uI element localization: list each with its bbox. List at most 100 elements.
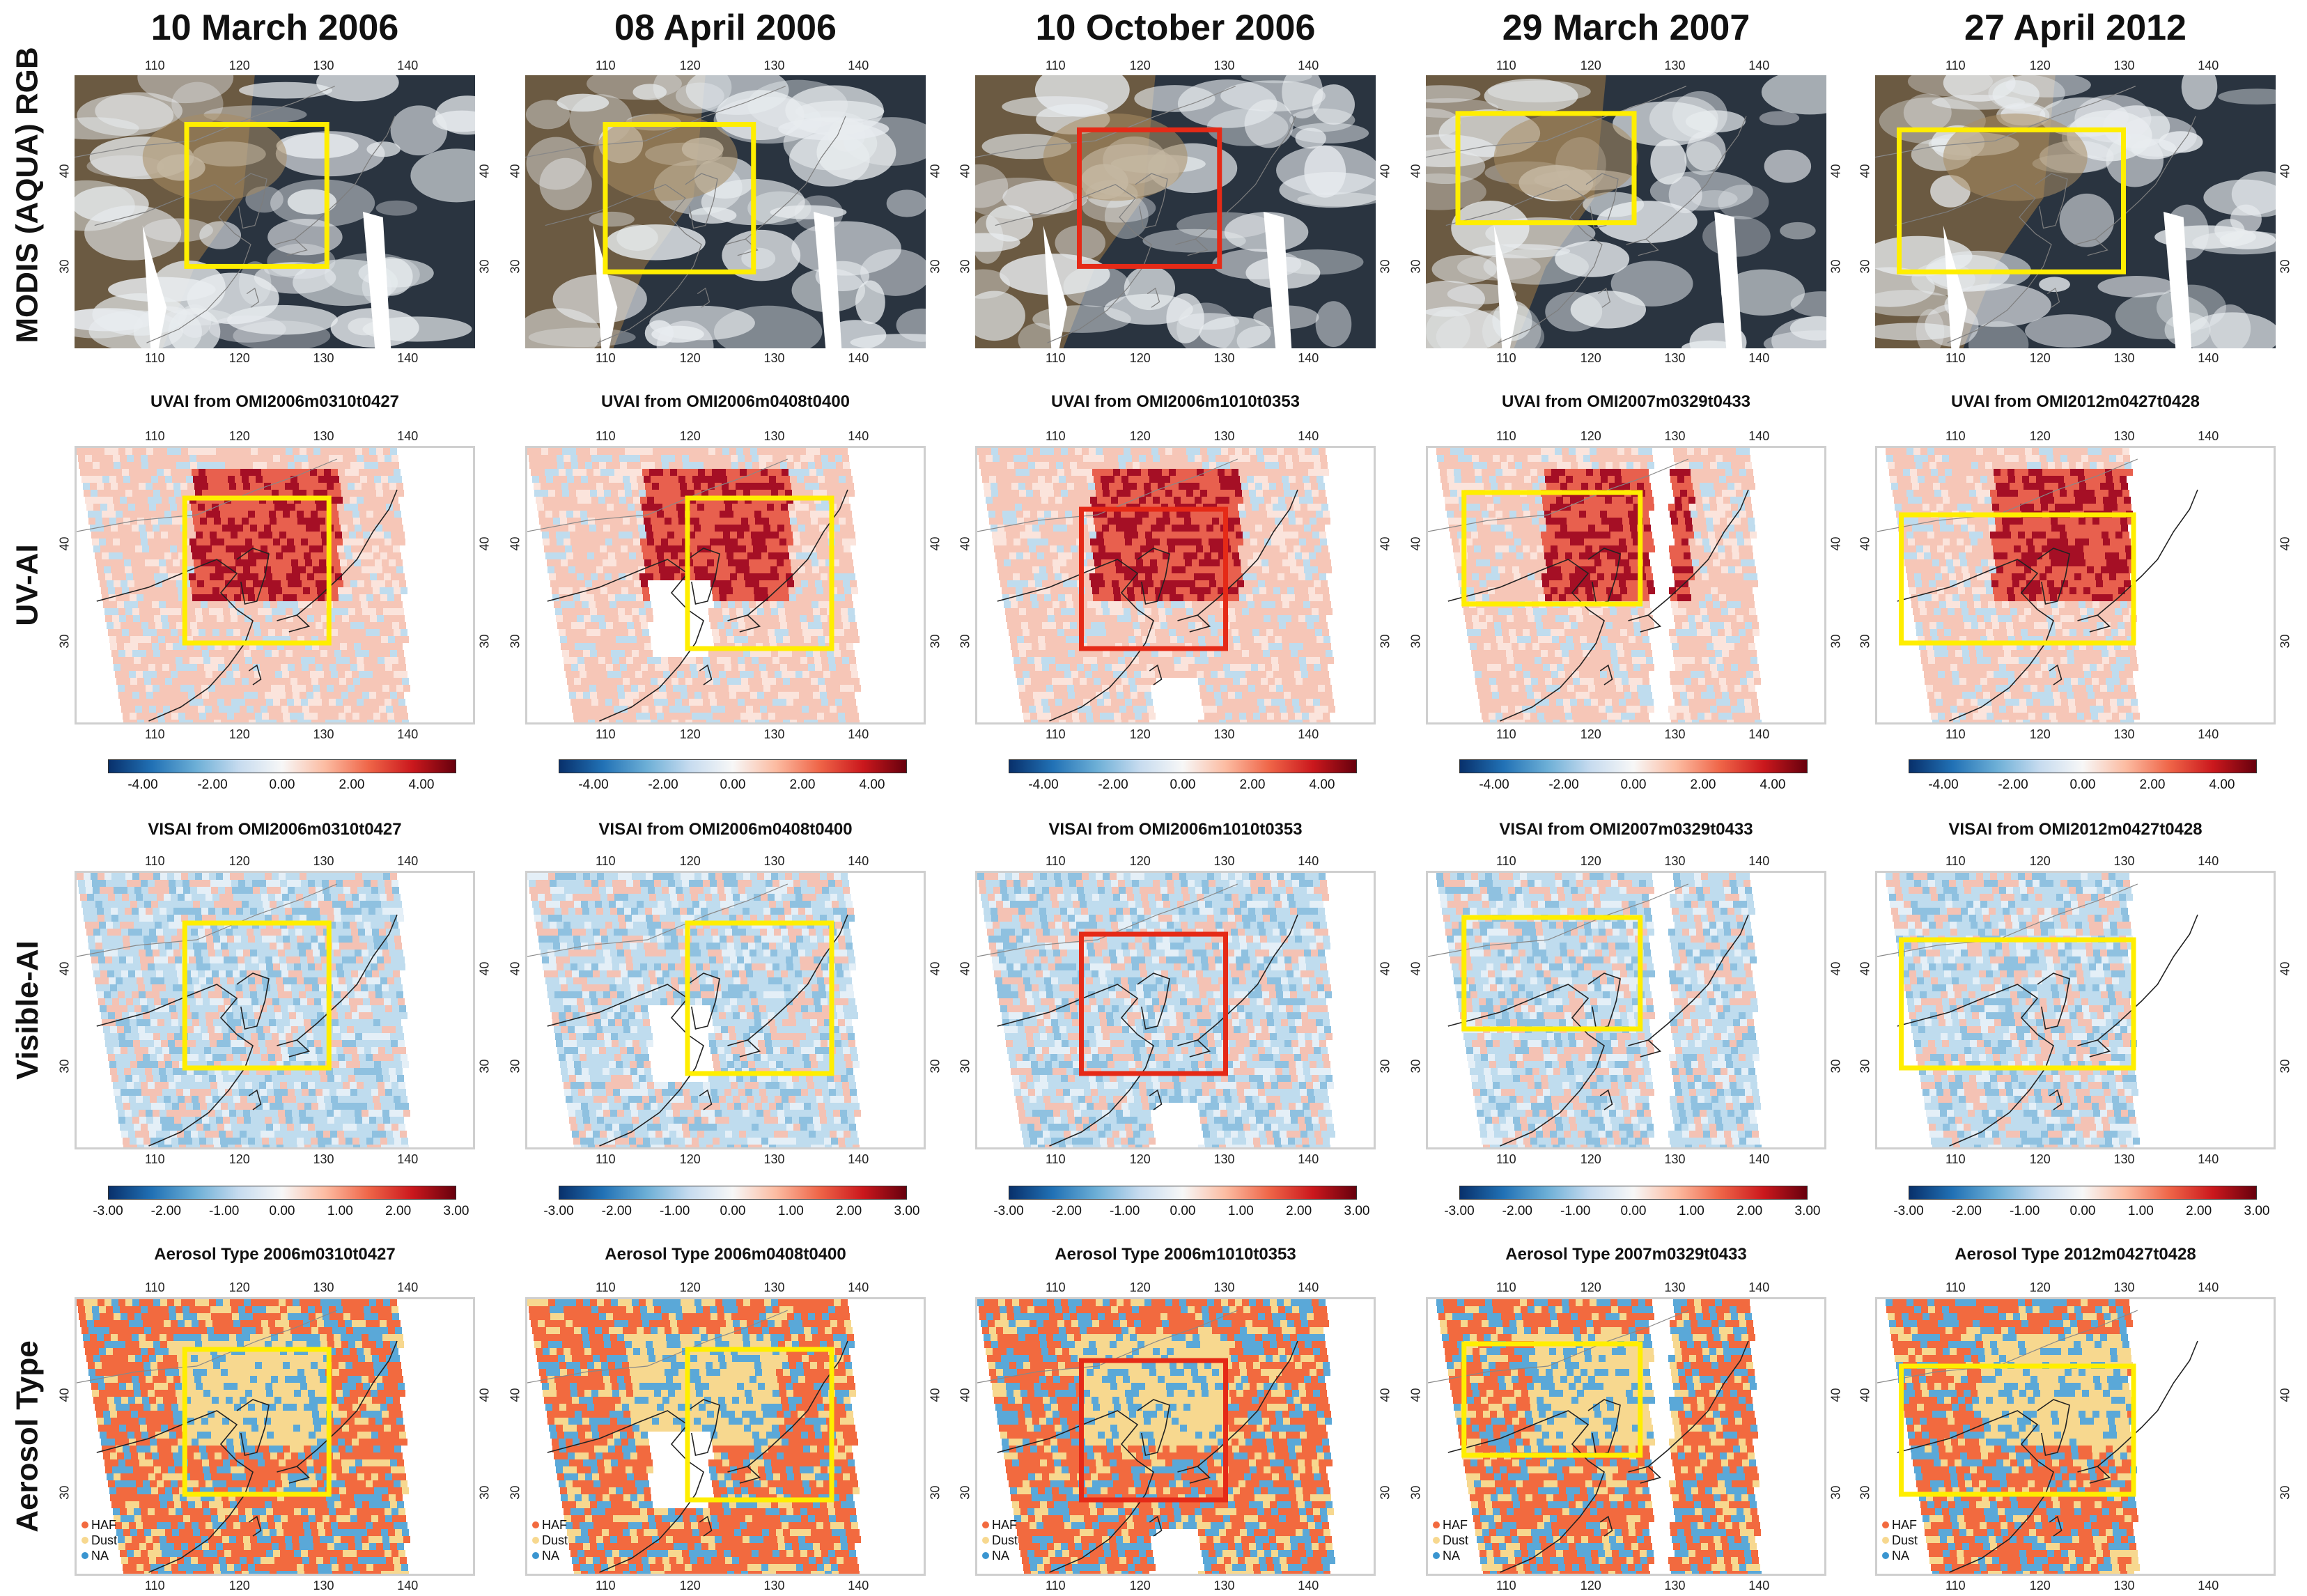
data-cell	[642, 706, 648, 713]
data-cell	[136, 629, 143, 636]
data-cell	[997, 525, 1004, 532]
data-cell	[726, 587, 733, 594]
data-cell	[1236, 539, 1243, 545]
data-cell	[366, 511, 373, 518]
data-cell	[741, 678, 748, 685]
data-cell	[745, 455, 752, 462]
data-cell	[648, 545, 655, 552]
data-cell	[194, 483, 201, 490]
data-cell	[635, 587, 642, 594]
data-cell	[1250, 573, 1257, 580]
data-cell	[740, 713, 747, 720]
cloud	[267, 219, 343, 256]
data-cell	[720, 594, 727, 601]
data-cell	[1299, 539, 1306, 545]
data-cell	[102, 476, 109, 483]
cloud	[2184, 312, 2276, 348]
data-cell	[809, 671, 816, 678]
data-cell	[178, 629, 185, 636]
data-cell	[590, 608, 597, 615]
cloud	[1244, 99, 1294, 148]
data-cell	[717, 657, 724, 664]
data-cell	[792, 490, 799, 497]
data-cell	[323, 580, 329, 587]
data-cell	[126, 573, 133, 580]
lon-tick-label: 130	[313, 727, 334, 742]
data-cell	[596, 643, 603, 650]
data-cell	[1174, 455, 1181, 462]
data-cell	[814, 455, 821, 462]
data-cell	[611, 692, 618, 699]
data-cell	[1197, 594, 1204, 601]
data-cell	[1190, 587, 1197, 594]
data-cell	[1199, 566, 1206, 573]
data-cell	[634, 462, 641, 469]
data-cell	[677, 671, 684, 678]
data-cell	[728, 559, 735, 566]
cloud	[1932, 94, 2026, 110]
data-cell	[566, 552, 573, 559]
data-cell	[242, 476, 249, 483]
data-cell	[290, 636, 297, 643]
data-cell	[584, 699, 591, 706]
data-cell	[381, 518, 388, 525]
data-cell	[300, 490, 306, 497]
data-cell	[338, 587, 345, 594]
data-cell	[1271, 455, 1278, 462]
data-cell	[1185, 601, 1192, 608]
data-cell	[169, 699, 176, 706]
data-cell	[279, 532, 286, 539]
data-cell	[1036, 587, 1043, 594]
data-cell	[318, 678, 325, 685]
data-cell	[809, 629, 816, 636]
data-cell	[193, 678, 200, 685]
data-cell	[604, 608, 611, 615]
data-cell	[274, 462, 281, 469]
data-cell	[1195, 462, 1202, 469]
data-cell	[1255, 559, 1261, 566]
data-cell	[1296, 559, 1303, 566]
data-cell	[1273, 469, 1280, 476]
data-cell	[829, 462, 836, 469]
data-cell	[186, 518, 193, 525]
data-cell	[281, 580, 288, 587]
data-cell	[581, 678, 588, 685]
data-cell	[711, 706, 718, 713]
data-cell	[1189, 545, 1196, 552]
data-cell	[107, 545, 114, 552]
data-cell	[381, 476, 388, 483]
data-cell	[1311, 566, 1318, 573]
data-cell	[313, 650, 320, 657]
data-cell	[266, 657, 273, 664]
data-cell	[539, 518, 546, 525]
data-cell	[715, 448, 722, 455]
data-cell	[316, 462, 323, 469]
data-cell	[394, 469, 401, 476]
data-cell	[1286, 580, 1293, 587]
data-cell	[371, 657, 378, 664]
data-cell	[327, 483, 334, 490]
data-cell	[275, 629, 282, 636]
data-cell	[801, 622, 808, 629]
cloud	[1718, 185, 1769, 219]
data-cell	[764, 692, 771, 699]
data-cell	[711, 545, 718, 552]
data-cell	[1158, 448, 1165, 455]
data-cell	[823, 545, 830, 552]
data-cell	[541, 490, 548, 497]
lat-tick-label: 40	[1409, 164, 1424, 178]
data-cell	[667, 532, 674, 539]
cloud	[1032, 305, 1131, 333]
data-cell	[771, 448, 778, 455]
data-cell	[1232, 552, 1239, 559]
data-cell	[268, 671, 275, 678]
data-cell	[160, 483, 166, 490]
data-cell	[1105, 545, 1112, 552]
data-cell	[343, 539, 350, 545]
data-cell	[675, 497, 682, 504]
data-cell	[83, 483, 90, 490]
data-cell	[1295, 552, 1302, 559]
data-cell	[1042, 462, 1049, 469]
data-cell	[1016, 587, 1023, 594]
data-cell	[671, 511, 678, 518]
